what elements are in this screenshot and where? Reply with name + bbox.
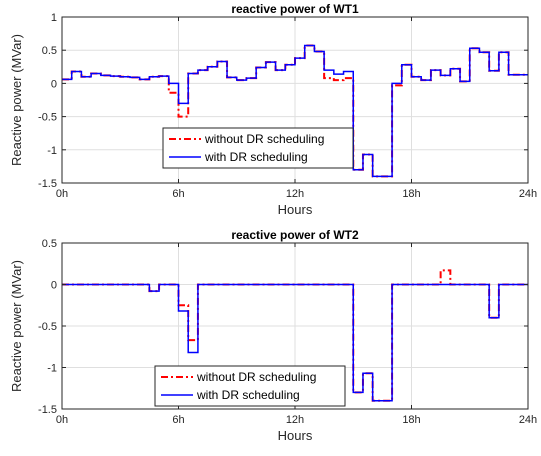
y-tick-label: -1: [47, 363, 57, 375]
legend-label: without DR scheduling: [204, 132, 324, 146]
legend-label: with DR scheduling: [204, 150, 308, 164]
y-tick-label: 0.5: [42, 238, 57, 250]
x-tick-label: 18h: [402, 188, 420, 200]
x-axis-label: Hours: [278, 202, 313, 217]
series-line-with-dr: [62, 283, 528, 402]
x-tick-label: 24h: [519, 414, 537, 426]
y-tick-label: 1: [51, 12, 57, 24]
legend: without DR scheduling with DR scheduling: [154, 365, 346, 407]
y-tick-label: -0.5: [38, 112, 57, 124]
y-axis-label: Reactive power (MVar): [9, 34, 24, 166]
legend-label: without DR scheduling: [196, 370, 316, 384]
chart-title: reactive power of WT1: [231, 2, 359, 16]
y-axis-label: Reactive power (MVar): [9, 260, 24, 392]
x-tick-label: 6h: [172, 414, 184, 426]
x-tick-label: 6h: [172, 188, 184, 200]
chart-panel-2: 0h 6h 12h 18h 24h -1.5 -1 -0.5 0 0.5 reactive powe…: [9, 228, 537, 443]
x-tick-label: 0h: [56, 414, 68, 426]
y-tick-label: -1.5: [38, 178, 57, 190]
x-tick-label: 12h: [286, 414, 304, 426]
y-tick-label: -1.5: [38, 404, 57, 416]
y-tick-label: 0: [51, 78, 57, 90]
x-tick-label: 12h: [286, 188, 304, 200]
legend-label: with DR scheduling: [196, 388, 300, 402]
chart-panel-1: 0h 6h 12h 18h 24h -1.5 -1 -0.5 0 0.5 1 reactive pow…: [9, 2, 537, 217]
x-tick-label: 24h: [519, 188, 537, 200]
x-tick-label: 18h: [402, 414, 420, 426]
series-line-with-dr: [62, 44, 528, 178]
chart-title: reactive power of WT2: [231, 228, 359, 242]
y-tick-label: 0.5: [42, 45, 57, 57]
x-tick-label: 0h: [56, 188, 68, 200]
legend-box: [154, 365, 346, 407]
y-tick-label: -1: [47, 145, 57, 157]
legend: without DR scheduling with DR scheduling: [162, 127, 354, 169]
x-axis-label: Hours: [278, 428, 313, 443]
y-tick-label: 0: [51, 280, 57, 292]
y-tick-label: -0.5: [38, 321, 57, 333]
legend-box: [162, 127, 354, 169]
